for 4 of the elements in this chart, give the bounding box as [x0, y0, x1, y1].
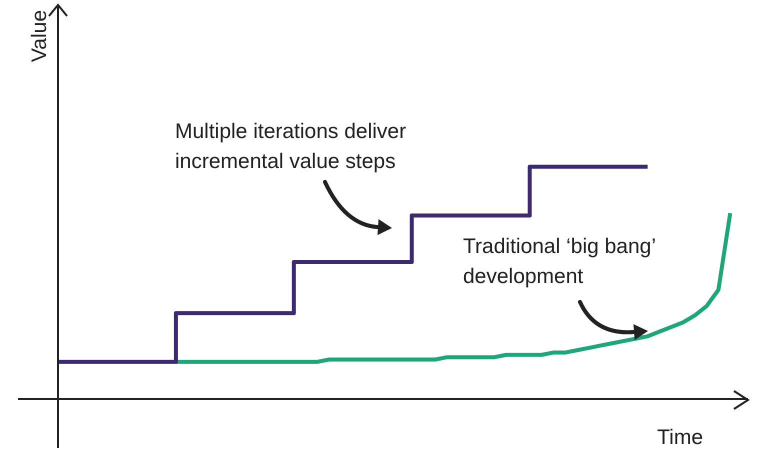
- annotation: Traditional ‘big bang’ development: [463, 235, 656, 288]
- x-axis-title: Time: [657, 426, 703, 449]
- annotation: Multiple iterations deliver incremental value steps: [175, 120, 406, 173]
- y-axis-title: Value: [28, 10, 51, 62]
